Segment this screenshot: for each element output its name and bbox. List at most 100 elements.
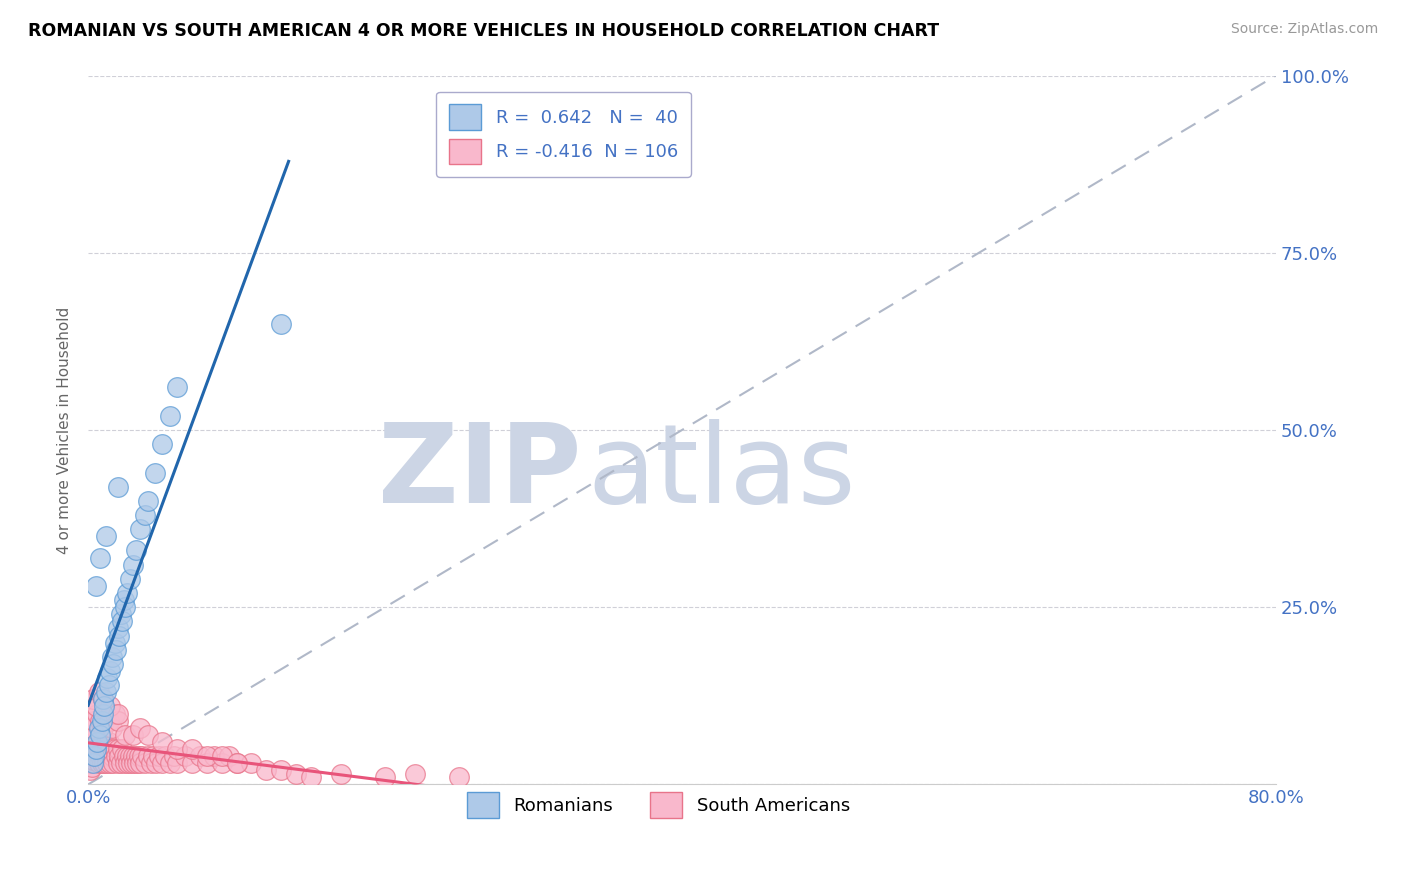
Point	[122, 756, 145, 771]
Point	[129, 756, 152, 771]
Y-axis label: 4 or more Vehicles in Household: 4 or more Vehicles in Household	[58, 306, 72, 554]
Point	[299, 770, 322, 784]
Point	[82, 756, 104, 771]
Point	[82, 753, 104, 767]
Point	[101, 749, 124, 764]
Point	[97, 749, 120, 764]
Point	[173, 749, 195, 764]
Point	[114, 728, 136, 742]
Point	[118, 749, 141, 764]
Point	[84, 579, 107, 593]
Point	[90, 714, 112, 728]
Point	[374, 770, 396, 784]
Point	[121, 558, 143, 572]
Point	[120, 756, 142, 771]
Point	[105, 642, 128, 657]
Point	[108, 749, 131, 764]
Point	[80, 721, 103, 735]
Point	[100, 742, 122, 756]
Point	[134, 508, 156, 522]
Point	[90, 756, 112, 771]
Point	[96, 756, 118, 771]
Point	[100, 699, 122, 714]
Point	[107, 742, 129, 756]
Point	[89, 742, 111, 756]
Point	[121, 749, 143, 764]
Point	[89, 714, 111, 728]
Point	[104, 742, 127, 756]
Point	[91, 692, 114, 706]
Point	[145, 756, 167, 771]
Point	[118, 572, 141, 586]
Point	[104, 706, 127, 721]
Point	[131, 749, 153, 764]
Point	[110, 756, 132, 771]
Point	[91, 706, 114, 721]
Point	[103, 657, 125, 671]
Point	[87, 756, 110, 771]
Point	[83, 749, 105, 764]
Point	[181, 756, 204, 771]
Text: atlas: atlas	[588, 419, 855, 526]
Point	[105, 749, 128, 764]
Point	[159, 409, 181, 423]
Point	[114, 600, 136, 615]
Point	[159, 756, 181, 771]
Point	[86, 706, 108, 721]
Legend: Romanians, South Americans: Romanians, South Americans	[460, 785, 858, 825]
Point	[225, 756, 247, 771]
Point	[79, 764, 101, 778]
Point	[211, 756, 233, 771]
Point	[97, 678, 120, 692]
Point	[115, 749, 138, 764]
Point	[107, 706, 129, 721]
Point	[83, 735, 105, 749]
Point	[163, 749, 186, 764]
Point	[107, 622, 129, 636]
Point	[136, 749, 159, 764]
Point	[87, 685, 110, 699]
Point	[225, 756, 247, 771]
Point	[97, 735, 120, 749]
Point	[270, 764, 292, 778]
Point	[91, 735, 114, 749]
Point	[143, 466, 166, 480]
Point	[115, 586, 138, 600]
Point	[89, 550, 111, 565]
Point	[211, 749, 233, 764]
Point	[94, 749, 117, 764]
Point	[148, 749, 170, 764]
Point	[150, 756, 173, 771]
Point	[87, 735, 110, 749]
Point	[150, 735, 173, 749]
Point	[134, 756, 156, 771]
Point	[166, 756, 188, 771]
Point	[101, 649, 124, 664]
Point	[79, 756, 101, 771]
Point	[91, 721, 114, 735]
Point	[91, 742, 114, 756]
Point	[117, 756, 139, 771]
Point	[270, 317, 292, 331]
Point	[93, 699, 115, 714]
Point	[96, 671, 118, 685]
Point	[107, 480, 129, 494]
Point	[100, 756, 122, 771]
Text: ROMANIAN VS SOUTH AMERICAN 4 OR MORE VEHICLES IN HOUSEHOLD CORRELATION CHART: ROMANIAN VS SOUTH AMERICAN 4 OR MORE VEH…	[28, 22, 939, 40]
Text: ZIP: ZIP	[378, 419, 581, 526]
Point	[136, 728, 159, 742]
Point	[89, 749, 111, 764]
Point	[86, 749, 108, 764]
Point	[150, 437, 173, 451]
Point	[139, 756, 162, 771]
Point	[89, 728, 111, 742]
Point	[84, 699, 107, 714]
Point	[124, 543, 146, 558]
Point	[91, 749, 114, 764]
Point	[128, 749, 150, 764]
Point	[111, 742, 134, 756]
Point	[82, 692, 104, 706]
Point	[93, 756, 115, 771]
Point	[100, 664, 122, 678]
Point	[90, 735, 112, 749]
